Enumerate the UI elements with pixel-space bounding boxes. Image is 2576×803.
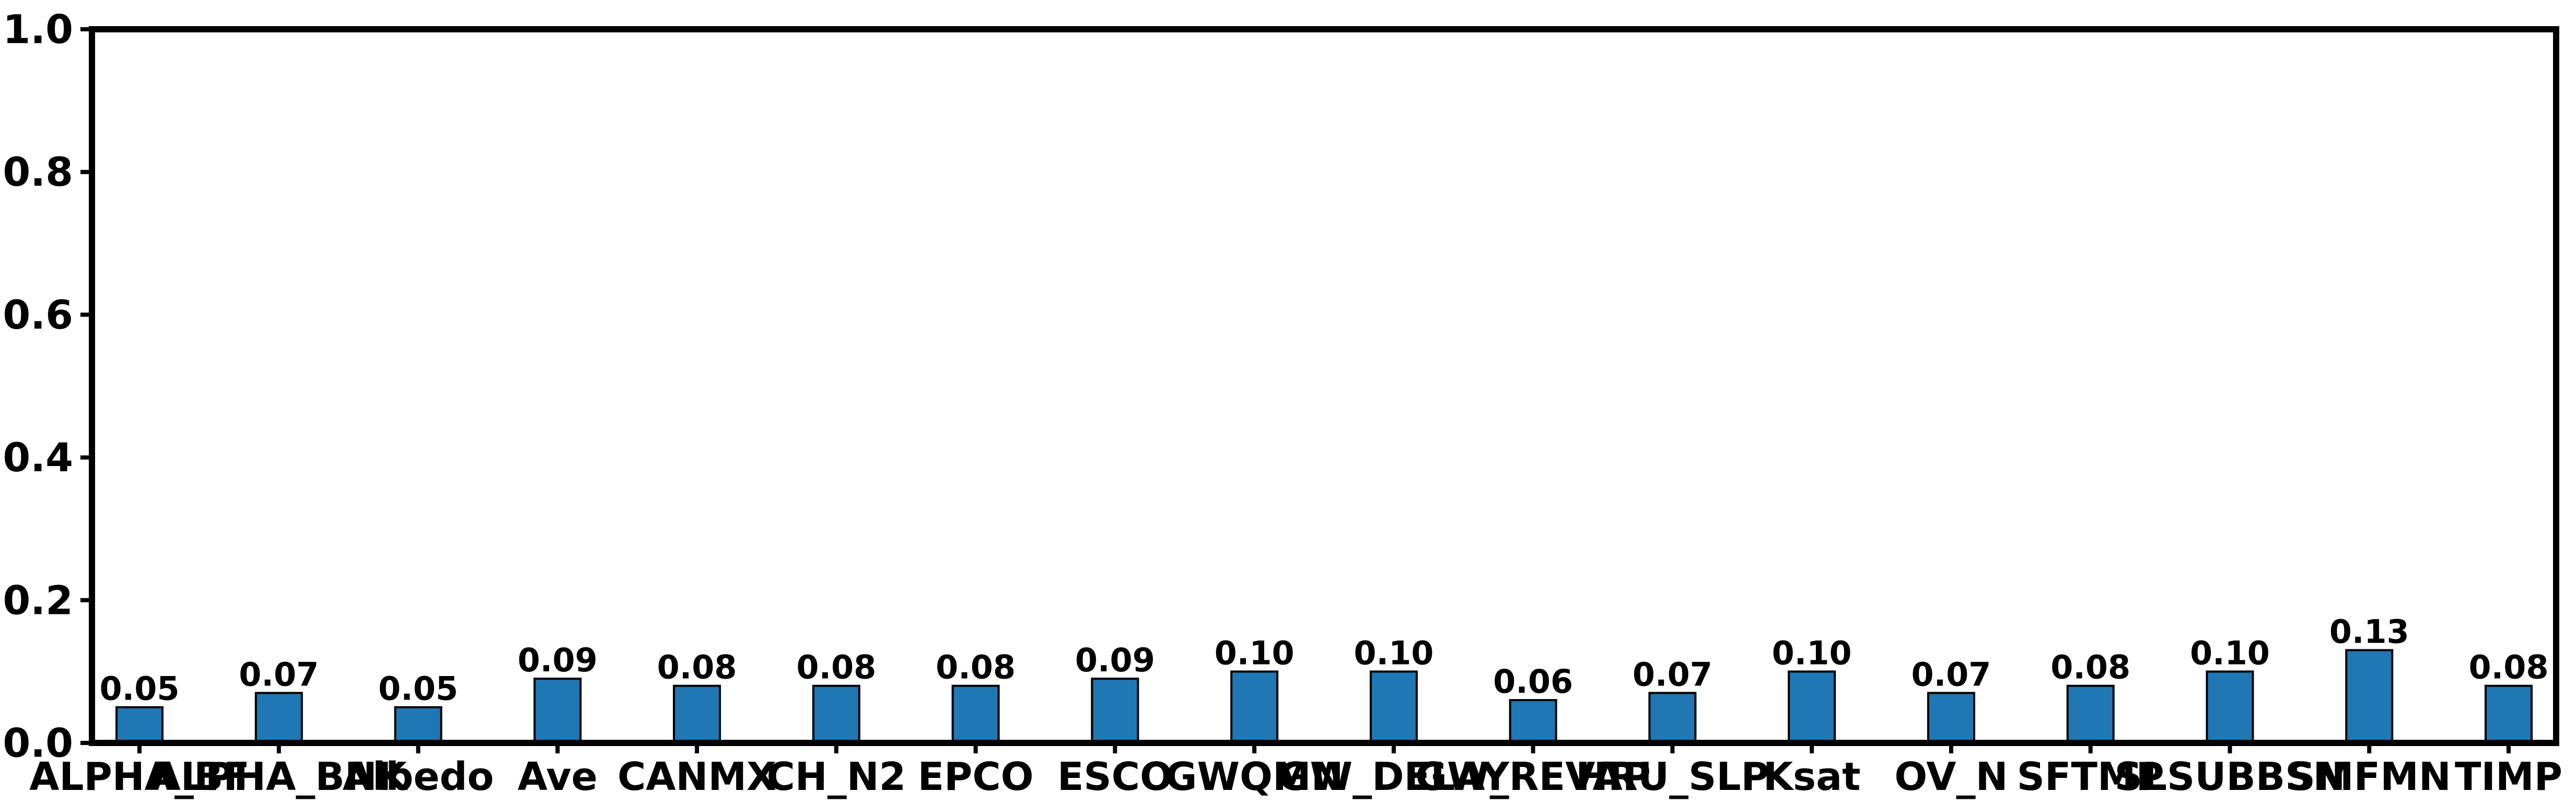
x-tick-label: Ave [518,754,598,799]
x-tick-label: CH_N2 [766,754,906,799]
y-tick-label: 0.4 [3,434,73,481]
data-label: 0.08 [657,648,737,686]
bar [2485,684,2533,744]
bar [2345,649,2394,744]
x-tick-label: EPCO [918,754,1034,799]
data-label: 0.07 [239,655,319,693]
y-tick-label: 0.2 [3,577,73,623]
data-label: 0.13 [2329,612,2409,650]
data-label: 0.10 [1772,634,1852,672]
data-label: 0.05 [100,670,180,708]
data-label: 0.09 [1075,641,1155,679]
x-tick-label: GW_REVAP [1415,754,1651,799]
data-label: 0.10 [2190,634,2270,672]
bar [1788,670,1836,744]
x-tick-label: GW_DELAY [1278,754,1510,799]
bars [115,649,2533,744]
bar [951,684,1000,744]
bar [2206,670,2254,744]
bar [1509,699,1557,744]
x-tick-label: ALPHA_BF [29,754,250,799]
x-tick-label: Albedo [343,754,494,799]
data-label: 0.10 [1215,634,1295,672]
x-tick-label: ESCO [1057,754,1173,799]
data-label: 0.08 [2469,648,2549,686]
x-tick-label: CANMX [617,754,776,799]
bar [1927,692,1975,744]
x-tick-label: SLSUBBSN [2115,754,2346,799]
bar [254,692,303,744]
x-tick-label: OV_N [1894,754,2008,799]
plot-frame [89,26,2559,746]
x-tick-label: GWQMN [1165,754,1344,799]
bar [1230,670,1279,744]
bar [533,678,582,744]
data-label: 0.07 [1911,655,1991,693]
data-label: 0.08 [936,648,1016,686]
data-label: 0.05 [378,670,458,708]
bar [394,706,442,744]
x-tick-label: HRU_SLP [1576,754,1769,799]
bar [1369,670,1418,744]
x-tick-label: SMFMN [2288,754,2451,799]
bar [1648,692,1697,744]
bar [812,684,860,744]
data-label: 0.08 [2050,648,2130,686]
bar [115,706,164,744]
y-tick-label: 0.6 [3,292,73,338]
y-tick-label: 0.8 [3,149,73,195]
bar [2066,684,2115,744]
bar [673,684,721,744]
y-tick-label: 0.0 [3,720,73,766]
x-tick-label: SFTMP [2017,754,2164,799]
y-axis: 0.0 0.2 0.4 0.6 0.8 1.0 [3,6,92,766]
x-tick-label: ALPHA_BNK [150,754,408,799]
bar [1091,678,1139,744]
data-label: 0.09 [518,641,598,679]
value-labels: 0.05 0.07 0.05 0.09 0.08 0.08 0.08 0.09 0.10 0.10… [100,612,2549,707]
data-label: 0.07 [1633,655,1712,693]
data-label: 0.06 [1493,662,1573,701]
data-label: 0.08 [796,648,876,686]
data-label: 0.10 [1354,634,1433,672]
y-tick-label: 1.0 [3,6,73,53]
x-tick-label: Ksat [1763,754,1861,799]
x-tick-label: TIMP [2455,754,2562,799]
